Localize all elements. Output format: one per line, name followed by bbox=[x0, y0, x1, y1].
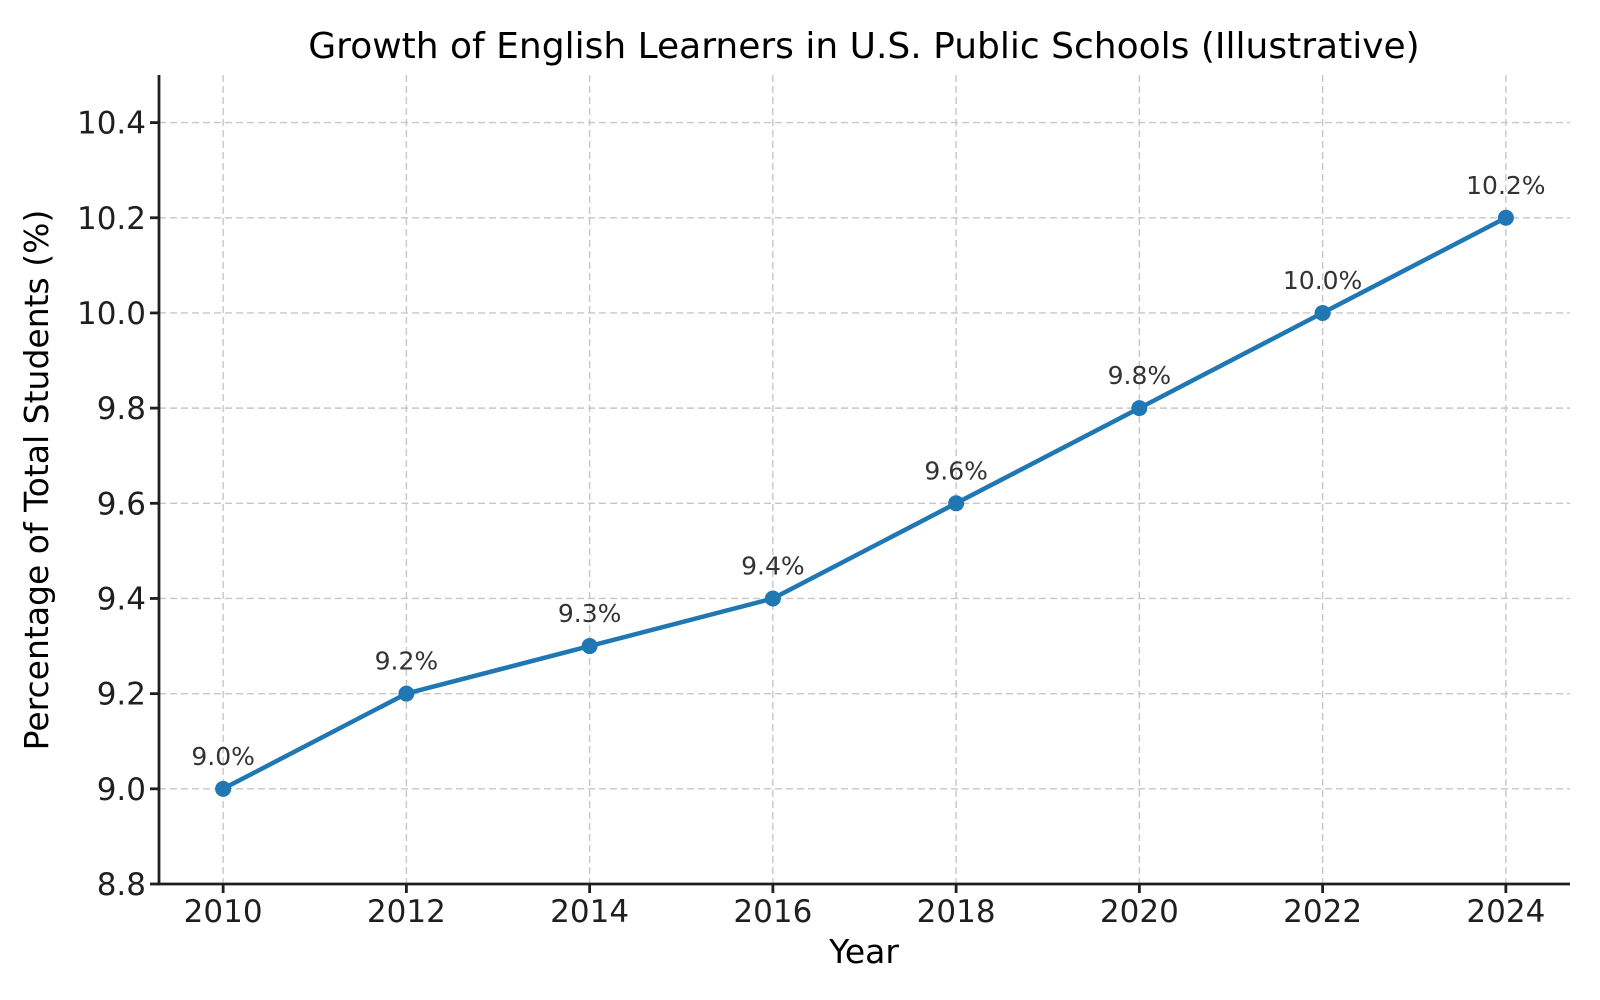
data-point-marker bbox=[398, 685, 415, 702]
y-tick-label: 9.4 bbox=[97, 581, 146, 617]
y-tick-label: 8.8 bbox=[97, 867, 146, 903]
y-tick-label: 9.6 bbox=[97, 486, 146, 522]
data-line bbox=[220, 215, 1509, 792]
y-tick-label: 9.8 bbox=[97, 391, 146, 427]
data-point-marker bbox=[1131, 400, 1148, 417]
y-tick-label: 10.4 bbox=[77, 106, 146, 142]
y-axis-label: Percentage of Total Students (%) bbox=[17, 210, 56, 751]
data-point-marker bbox=[948, 495, 965, 512]
y-tick-label: 10.2 bbox=[77, 201, 146, 237]
x-tick-label: 2010 bbox=[184, 894, 263, 930]
x-tick-label: 2020 bbox=[1100, 894, 1179, 930]
data-point-marker bbox=[581, 638, 598, 655]
data-point-label: 9.2% bbox=[375, 647, 439, 676]
data-series-layer bbox=[215, 209, 1514, 797]
data-point-label: 10.0% bbox=[1283, 266, 1362, 295]
grid-layer bbox=[159, 75, 1570, 885]
x-axis-label: Year bbox=[828, 932, 899, 971]
x-tick-label: 2018 bbox=[917, 894, 996, 930]
data-point-label: 9.4% bbox=[741, 551, 805, 580]
data-point-marker bbox=[215, 780, 232, 797]
x-tick-label: 2022 bbox=[1283, 894, 1362, 930]
x-tick-label: 2014 bbox=[550, 894, 629, 930]
chart-title: Growth of English Learners in U.S. Publi… bbox=[308, 26, 1419, 67]
data-point-label: 10.2% bbox=[1466, 171, 1545, 200]
x-tick-label: 2012 bbox=[367, 894, 446, 930]
data-point-label: 9.8% bbox=[1108, 361, 1172, 390]
data-point-label: 9.6% bbox=[924, 456, 988, 485]
axis-layer: 2010 2012 2014 2016 2018 2020 2022 2024 8.8 9.0 9.… bbox=[77, 75, 1570, 930]
data-point-label: 9.0% bbox=[191, 742, 255, 771]
y-tick-label: 9.0 bbox=[97, 772, 146, 808]
y-tick-label: 9.2 bbox=[97, 677, 146, 713]
data-point-marker bbox=[1314, 304, 1331, 321]
annotation-layer: 9.0% 9.2% 9.3% 9.4% 9.6% 9.8% 10.0% 10.2% bbox=[191, 171, 1545, 771]
x-tick-label: 2024 bbox=[1466, 894, 1545, 930]
data-point-label: 9.3% bbox=[558, 599, 622, 628]
y-tick-label: 10.0 bbox=[77, 296, 146, 332]
data-point-marker bbox=[1497, 209, 1514, 226]
data-point-marker bbox=[764, 590, 781, 607]
x-tick-label: 2016 bbox=[733, 894, 812, 930]
